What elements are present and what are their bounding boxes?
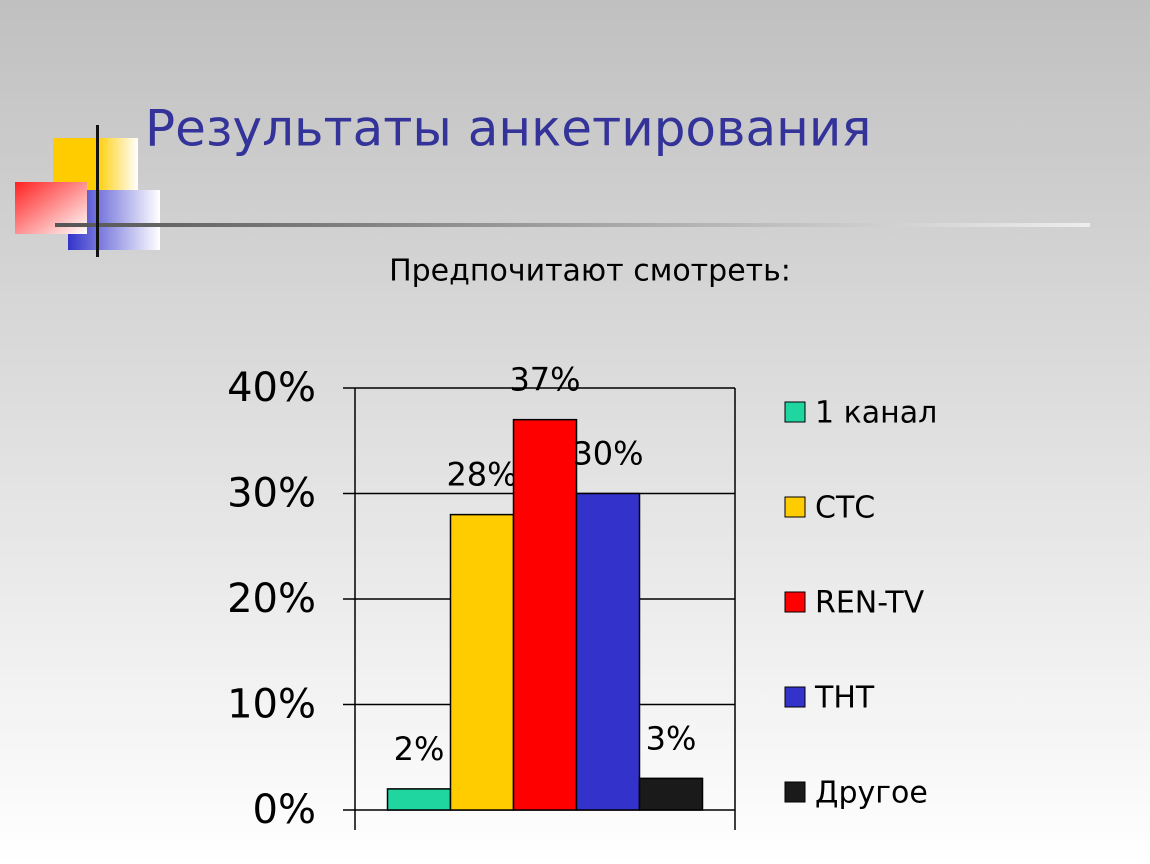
y-tick-label: 10% [227,682,316,728]
y-tick-label: 30% [227,471,316,517]
data-label: 28% [446,456,517,494]
data-label: 3% [646,719,697,757]
y-tick-label: 20% [227,576,316,622]
legend-label: ТНТ [814,681,875,716]
legend-label: REN-TV [815,586,925,621]
bar [512,418,578,811]
decor-rule [55,223,1090,227]
chart-subtitle: Предпочитают смотреть: [389,254,791,289]
bar [386,788,452,811]
legend-label: СТС [815,491,875,526]
bar [638,777,704,811]
legend-swatch [784,591,806,613]
slide-title: Результаты анкетирования [145,100,871,158]
legend-swatch [784,781,806,803]
data-label: 37% [509,361,580,399]
legend-swatch [784,496,806,518]
legend-swatch [784,401,806,423]
legend-label: 1 канал [815,396,937,431]
bar [449,513,515,811]
data-label: 2% [394,730,445,768]
legend-swatch [784,686,806,708]
y-tick-label: 40% [227,365,316,411]
decor-vline [96,125,99,257]
legend-label: Другое [815,776,928,811]
data-label: 30% [572,435,643,473]
bar [575,492,641,811]
y-tick-label: 0% [253,787,316,833]
